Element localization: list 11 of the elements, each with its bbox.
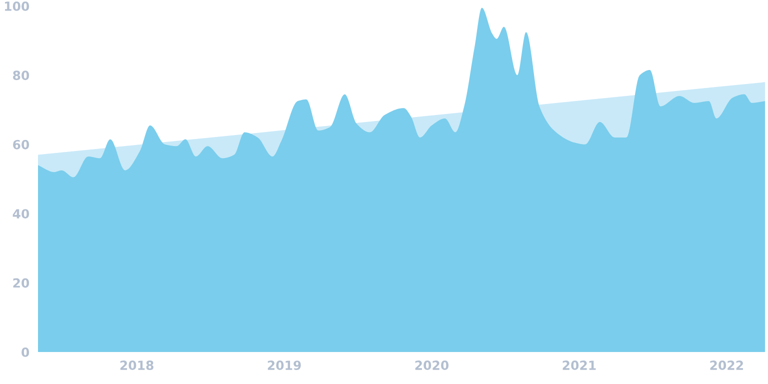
y-tick-label: 80 — [13, 70, 30, 80]
x-tick-label: 2020 — [415, 360, 449, 370]
y-tick-label: 20 — [13, 278, 30, 288]
x-tick-label: 2022 — [710, 360, 743, 370]
y-tick-label: 40 — [12, 209, 30, 219]
y-tick-label: 0 — [22, 347, 30, 357]
x-tick-label: 2021 — [562, 360, 596, 370]
x-tick-label: 2018 — [120, 360, 154, 370]
y-tick-label: 100 — [4, 1, 30, 11]
y-tick-label: 60 — [13, 140, 30, 150]
x-tick-label: 2019 — [268, 360, 301, 370]
